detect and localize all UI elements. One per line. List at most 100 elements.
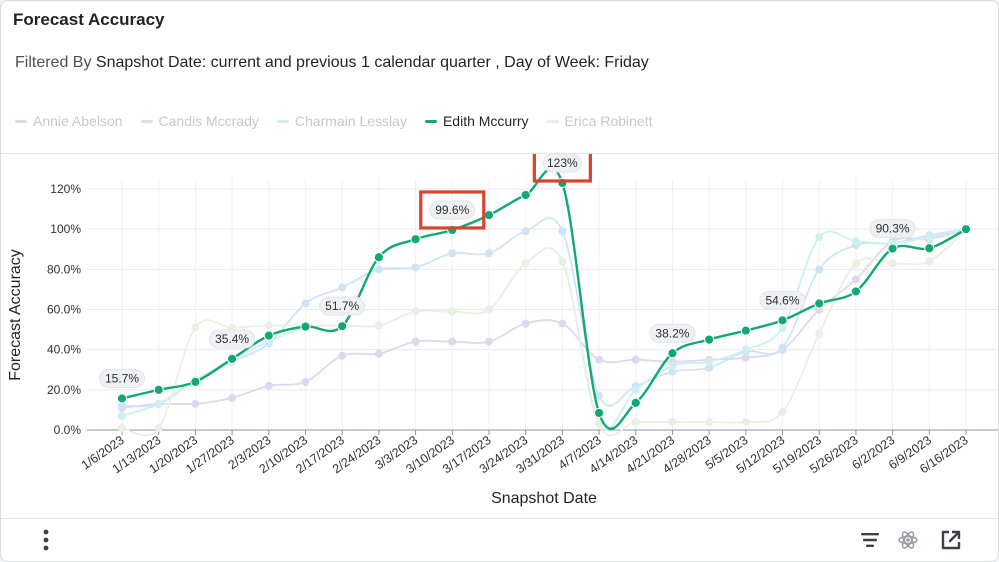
data-point	[558, 227, 567, 236]
data-point	[484, 305, 493, 314]
legend-item[interactable]: Annie Abelson	[15, 113, 123, 129]
legend-swatch	[15, 119, 27, 123]
y-axis-title: Forecast Accuracy	[7, 249, 24, 381]
data-point	[154, 423, 163, 432]
data-point	[410, 234, 421, 245]
open-external-button[interactable]	[938, 527, 964, 553]
data-point	[851, 259, 860, 268]
sort-button[interactable]	[857, 527, 883, 553]
data-point	[960, 224, 972, 235]
data-point	[374, 265, 383, 274]
y-tick-label: 120%	[50, 182, 81, 196]
data-point	[778, 407, 787, 416]
data-point	[118, 401, 126, 410]
data-point	[558, 319, 567, 328]
data-label-pill	[209, 329, 256, 349]
y-tick-label: 40.0%	[47, 343, 81, 357]
legend-label: Charmain Lesslay	[294, 113, 407, 129]
series-line	[121, 217, 967, 408]
more-options-button[interactable]	[33, 527, 59, 553]
series-candis-mccrady	[118, 217, 970, 410]
data-point	[264, 381, 273, 390]
legend-item[interactable]: Edith Mccurry	[424, 113, 529, 129]
data-label-pill	[99, 368, 145, 388]
data-point	[263, 330, 274, 341]
data-point	[777, 315, 788, 326]
data-point	[338, 351, 347, 360]
data-point	[815, 265, 824, 274]
data-point	[153, 384, 164, 395]
y-tick-label: 100%	[50, 222, 81, 236]
data-point	[520, 189, 531, 201]
data-point	[705, 357, 714, 366]
chart-legend: Annie Abelson Candis Mccrady Charmain Less…	[15, 111, 652, 131]
data-point	[448, 337, 457, 346]
data-point	[190, 376, 201, 387]
data-label: 123%	[547, 156, 578, 170]
data-point	[374, 321, 383, 330]
data-point	[705, 363, 714, 372]
forecast-accuracy-line-chart: 0.0%20.0%40.0%60.0%80.0%100%120%1/6/2023…	[7, 154, 998, 507]
legend-swatch	[546, 119, 559, 123]
data-point	[264, 321, 273, 330]
data-point	[668, 417, 677, 426]
legend-swatch	[276, 119, 289, 123]
divider	[1, 153, 998, 154]
data-point	[191, 399, 200, 408]
x-axis-title: Snapshot Date	[491, 490, 597, 507]
data-point	[925, 233, 934, 242]
filter-prefix: Filtered By	[15, 54, 92, 71]
data-label: 54.6%	[766, 293, 800, 307]
data-point	[814, 298, 825, 309]
data-point	[741, 353, 750, 362]
data-point	[154, 399, 163, 408]
data-label: 38.2%	[655, 326, 689, 340]
divider	[1, 518, 998, 519]
data-point	[631, 355, 640, 364]
data-point	[887, 243, 898, 254]
data-point	[815, 233, 824, 242]
highlight-box	[532, 154, 592, 183]
legend-label: Candis Mccrady	[158, 113, 259, 129]
data-point	[374, 349, 383, 358]
y-tick-label: 0.0%	[54, 423, 82, 437]
data-point	[778, 343, 787, 352]
data-point	[595, 355, 604, 364]
data-label-pill	[759, 290, 806, 310]
filter-description: Filtered By Snapshot Date: current and p…	[15, 54, 649, 72]
data-point	[925, 257, 934, 266]
data-point	[778, 323, 787, 332]
legend-item[interactable]: Candis Mccrady	[140, 113, 259, 129]
legend-item[interactable]: Erica Robinett	[546, 113, 652, 129]
legend-item[interactable]: Charmain Lesslay	[276, 113, 407, 129]
data-label-pill	[869, 219, 916, 239]
data-point	[373, 252, 384, 263]
data-point	[558, 257, 567, 266]
data-point	[851, 275, 860, 284]
data-point	[850, 286, 862, 297]
data-point	[118, 411, 126, 420]
data-point	[595, 419, 604, 428]
data-label-pill	[542, 154, 582, 173]
data-point	[521, 319, 530, 328]
data-point	[448, 249, 457, 258]
data-point	[191, 323, 200, 332]
ai-insights-button[interactable]	[895, 527, 921, 553]
data-point	[337, 321, 348, 332]
filter-text: Snapshot Date: current and previous 1 ca…	[95, 54, 649, 71]
data-point	[484, 249, 493, 258]
data-point	[595, 391, 604, 400]
data-label: 35.4%	[215, 332, 249, 346]
data-point	[667, 348, 678, 359]
series-edith-mccurry	[116, 167, 972, 431]
data-label: 99.6%	[435, 203, 469, 217]
data-point	[668, 367, 677, 376]
data-point	[851, 237, 860, 246]
series-line	[121, 228, 967, 409]
data-point	[448, 307, 457, 316]
legend-label: Edith Mccurry	[442, 113, 529, 129]
data-point	[116, 393, 128, 404]
data-point	[226, 353, 238, 365]
vertical-ellipsis-icon	[43, 529, 49, 551]
